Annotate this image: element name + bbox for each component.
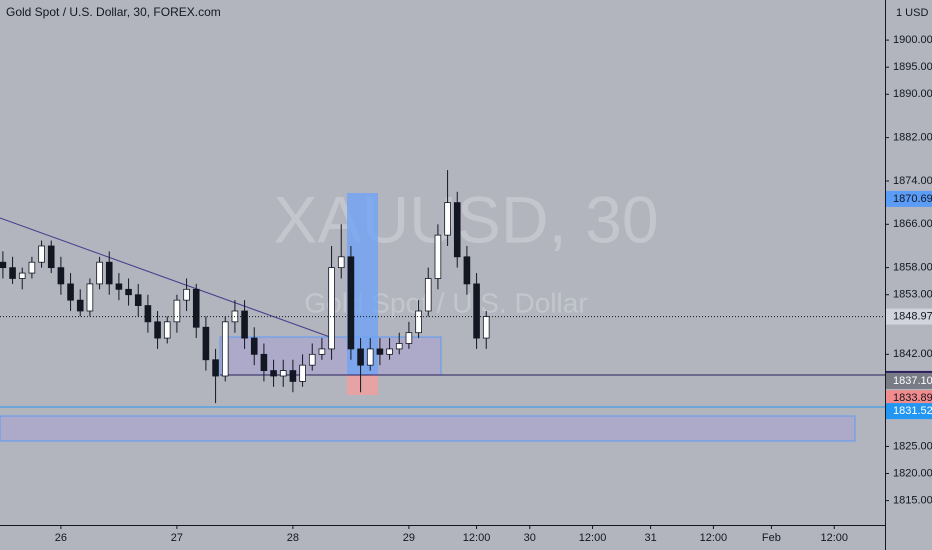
- chart-title: Gold Spot / U.S. Dollar, 30, FOREX.com: [6, 5, 221, 19]
- candle-body: [47, 245, 55, 269]
- y-tick-label: 1820.00: [893, 467, 932, 479]
- y-tick-label: 1858.00: [893, 262, 932, 274]
- x-tick-label: 28: [287, 532, 299, 544]
- x-tick-label: 12:00: [820, 532, 848, 544]
- candle-body: [67, 283, 74, 301]
- candle-body: [183, 288, 190, 301]
- y-tick-label: 1890.00: [893, 88, 932, 100]
- candle-body: [453, 202, 461, 258]
- candle-body: [395, 343, 403, 350]
- candle-body: [192, 288, 200, 328]
- candle-body: [115, 283, 123, 290]
- candle-body: [337, 256, 345, 269]
- price-label: 1870.69: [893, 193, 932, 205]
- candle-body: [482, 316, 490, 339]
- candle-body: [270, 370, 277, 377]
- candle-body: [154, 321, 161, 339]
- x-tick-label: 29: [403, 532, 415, 544]
- candle-body: [405, 332, 413, 344]
- candle-body: [105, 261, 113, 285]
- candle-body: [18, 272, 26, 279]
- plot-area: XAUUSD, 30 Gold Spot / U.S. Dollar: [0, 170, 885, 442]
- watermark: XAUUSD, 30: [273, 182, 658, 256]
- stop-box: [347, 375, 378, 395]
- y-tick-label: 1853.00: [893, 289, 932, 301]
- candle-body: [318, 348, 326, 355]
- candle-body: [86, 283, 94, 312]
- candle-body: [0, 261, 7, 269]
- zone-box: [0, 415, 856, 442]
- y-tick-label: 1874.00: [893, 175, 932, 187]
- price-label-box: [886, 308, 932, 325]
- candle-body: [163, 321, 171, 339]
- y-tick-label: 1815.00: [893, 495, 932, 507]
- candle-body: [386, 348, 393, 355]
- candle-body: [366, 348, 374, 366]
- y-tick-label: 1900.00: [893, 34, 932, 46]
- candle-body: [376, 348, 384, 355]
- candle-body: [279, 370, 287, 377]
- x-tick-label: 12:00: [579, 532, 607, 544]
- x-tick-label: 12:00: [700, 532, 728, 544]
- candle-body: [57, 267, 65, 285]
- candle-body: [299, 364, 306, 382]
- x-tick-label: 26: [55, 532, 67, 544]
- x-tick-label: Feb: [762, 532, 781, 544]
- candle-body: [308, 353, 316, 366]
- candle-body: [250, 337, 258, 355]
- y-tick-label: 1842.00: [893, 348, 932, 360]
- candle-body: [96, 261, 103, 285]
- x-tick-label: 30: [524, 532, 536, 544]
- candle-body: [9, 267, 16, 279]
- candle-body: [289, 370, 297, 382]
- candle-body: [125, 288, 132, 296]
- candle-body: [347, 256, 355, 350]
- currency-label: 1 USD: [896, 7, 928, 19]
- candle-body: [424, 278, 432, 312]
- price-label-box: [886, 390, 932, 407]
- price-label-box: [886, 190, 932, 207]
- candle-body: [241, 310, 248, 339]
- trend-line: [0, 217, 331, 338]
- candle-body: [463, 256, 471, 285]
- candle-body: [38, 245, 45, 263]
- candle-body: [76, 299, 84, 312]
- candle-body: [144, 305, 152, 323]
- candle-body: [415, 310, 422, 334]
- candle-body: [444, 202, 451, 236]
- candle-body: [357, 348, 364, 366]
- candle-body: [202, 326, 210, 361]
- y-tick-label: 1882.00: [893, 132, 932, 144]
- y-tick-label: 1825.00: [893, 440, 932, 452]
- price-label: 1837.10: [893, 375, 932, 387]
- candle-body: [134, 294, 142, 306]
- x-tick-label: 31: [644, 532, 656, 544]
- x-tick-label: 12:00: [463, 532, 491, 544]
- price-label: 1848.97: [893, 310, 932, 322]
- candle-body: [260, 353, 268, 371]
- candle-body: [221, 321, 229, 377]
- candle-body: [328, 267, 335, 350]
- y-tick-label: 1895.00: [893, 61, 932, 73]
- price-label: 1833.89: [893, 392, 932, 404]
- price-label-box: [886, 372, 932, 389]
- candle-body: [212, 359, 219, 377]
- candle-body: [434, 234, 442, 279]
- candle-body: [473, 283, 480, 339]
- candle-body: [28, 261, 36, 274]
- watermark-subtitle: Gold Spot / U.S. Dollar: [304, 287, 587, 318]
- price-label-box: [886, 403, 932, 420]
- x-tick-label: 27: [171, 532, 183, 544]
- price-label: 1831.52: [893, 405, 932, 417]
- y-tick-label: 1866.00: [893, 218, 932, 230]
- candle-body: [173, 299, 181, 323]
